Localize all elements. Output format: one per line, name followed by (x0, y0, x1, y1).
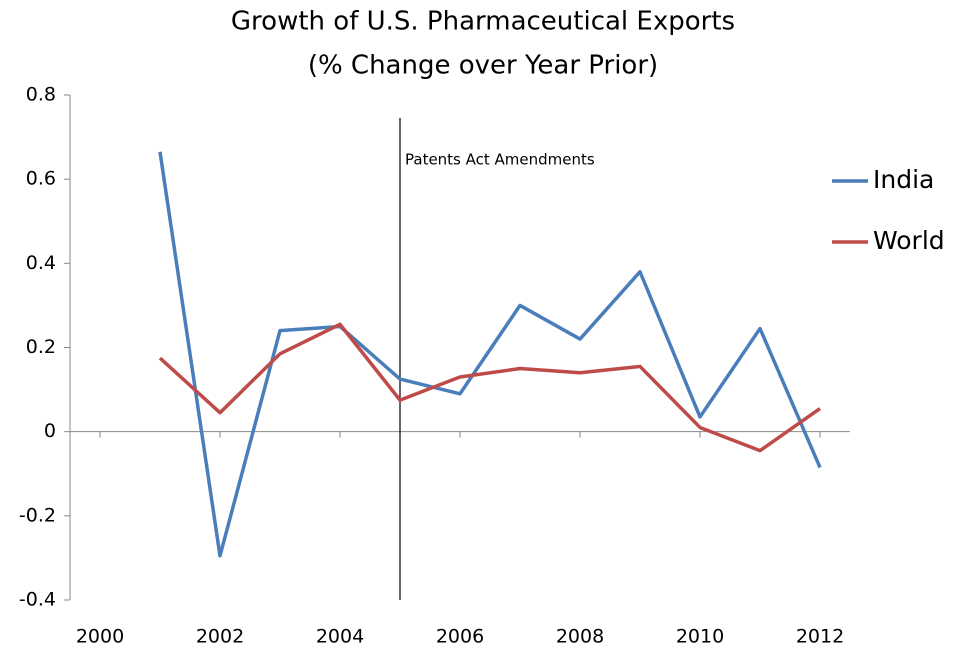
legend-label: World (873, 226, 945, 255)
series-line (158, 322, 822, 453)
legend-label: India (873, 165, 934, 194)
y-tick-label: -0.4 (19, 589, 56, 611)
x-tick-label: 2004 (316, 626, 364, 648)
x-tick-label: 2012 (796, 626, 844, 648)
series-line (158, 151, 822, 558)
chart-title: Growth of U.S. Pharmaceutical Exports (231, 7, 735, 37)
x-tick-label: 2000 (76, 626, 124, 648)
y-tick-label: 0 (44, 420, 56, 442)
x-tick-label: 2002 (196, 626, 244, 648)
y-tick-label: 0.8 (26, 84, 56, 106)
y-tick-label: -0.2 (19, 504, 56, 526)
x-tick-label: 2008 (556, 626, 604, 648)
y-tick-label: 0.6 (26, 168, 56, 190)
y-tick-label: 0.2 (26, 336, 56, 358)
annotation-text: Patents Act Amendments (405, 151, 595, 169)
chart-subtitle: (% Change over Year Prior) (308, 51, 658, 81)
y-tick-label: 0.4 (26, 252, 56, 274)
x-tick-label: 2006 (436, 626, 484, 648)
x-tick-label: 2010 (676, 626, 724, 648)
